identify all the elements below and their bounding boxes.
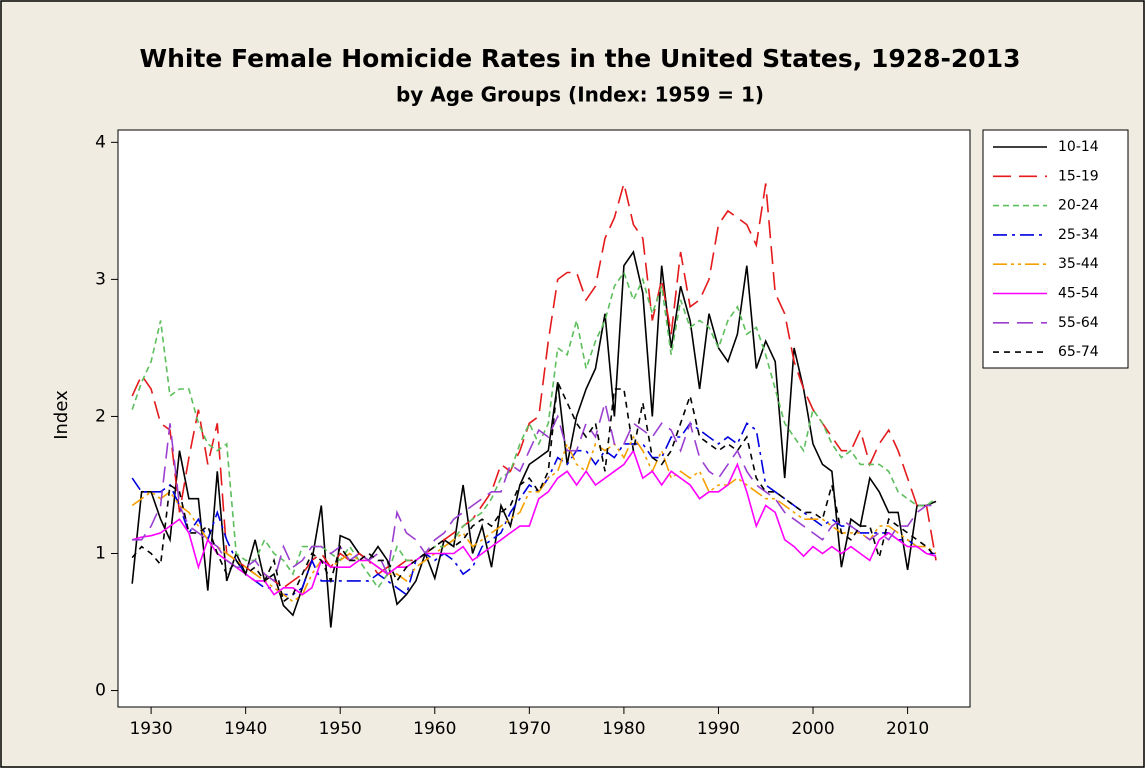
- legend-label: 20-24: [1058, 198, 1099, 214]
- x-tick-label: 1970: [508, 719, 551, 739]
- plot-area: [117, 129, 971, 708]
- chart-subtitle: by Age Groups (Index: 1959 = 1): [396, 83, 764, 107]
- y-axis-label: Index: [51, 390, 72, 440]
- legend-box: [982, 129, 1129, 369]
- x-tick-label: 2010: [886, 719, 929, 739]
- x-tick-label: 1990: [697, 719, 740, 739]
- y-tick-label: 2: [95, 406, 106, 426]
- y-tick-label: 4: [95, 132, 106, 152]
- y-tick-label: 1: [95, 543, 106, 563]
- legend-label: 10-14: [1058, 139, 1099, 155]
- legend-label: 25-34: [1058, 227, 1099, 243]
- x-tick-label: 1980: [602, 719, 645, 739]
- series-line: [131, 270, 937, 590]
- legend-label: 15-19: [1058, 168, 1099, 184]
- chart-title: White Female Homicide Rates in the Unite…: [140, 44, 1021, 73]
- x-tick-label: 1960: [413, 719, 456, 739]
- series-line: [131, 448, 937, 596]
- x-tick-label: 1930: [129, 719, 172, 739]
- x-tick-label: 2000: [791, 719, 834, 739]
- x-tick-label: 1940: [224, 719, 267, 739]
- y-tick-label: 0: [95, 681, 106, 701]
- x-tick-label: 1950: [319, 719, 362, 739]
- legend-label: 35-44: [1058, 256, 1099, 272]
- y-tick-label: 3: [95, 269, 106, 289]
- legend-label: 55-64: [1058, 315, 1099, 331]
- legend-label: 45-54: [1058, 286, 1099, 302]
- series-line: [131, 379, 937, 603]
- series-line: [132, 402, 936, 583]
- legend-label: 65-74: [1058, 344, 1099, 360]
